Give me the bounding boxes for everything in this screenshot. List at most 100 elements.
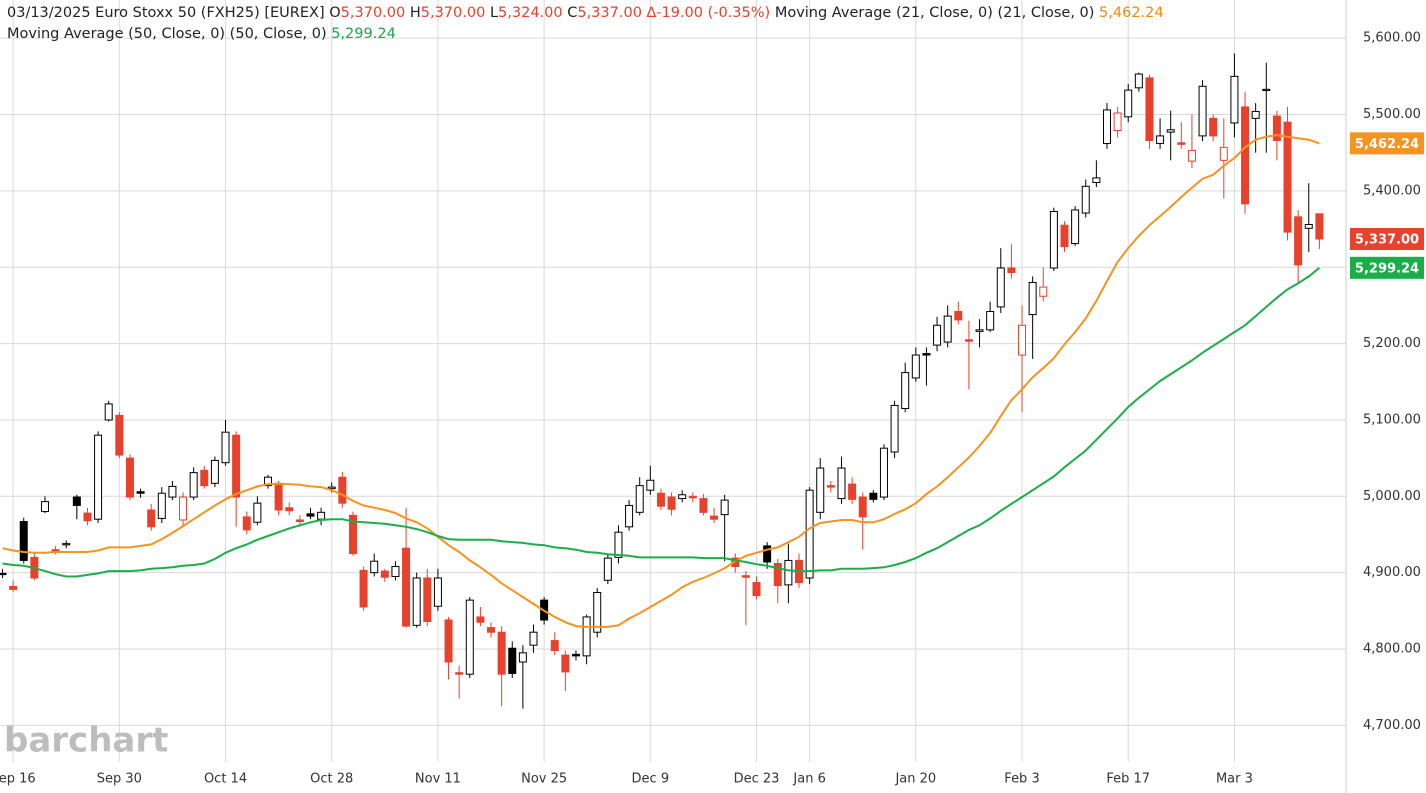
candle-body <box>497 631 506 675</box>
candle-body <box>1177 142 1186 145</box>
candle-body <box>1071 209 1080 245</box>
candle-body <box>1028 282 1037 316</box>
candle-body <box>210 459 219 484</box>
y-tick-label: 5,100.00 <box>1363 412 1421 427</box>
candle-body <box>9 585 18 590</box>
header-title: 03/13/2025 Euro Stoxx 50 (FXH25) [EUREX] <box>7 5 325 21</box>
candle-body <box>996 267 1005 308</box>
candle-body <box>253 502 262 523</box>
x-tick-label: Feb 3 <box>1004 772 1039 787</box>
candle-body <box>773 562 782 587</box>
candle-body <box>922 353 931 356</box>
candle-body <box>614 531 623 558</box>
candle-body <box>688 495 697 499</box>
candle-body <box>115 414 124 456</box>
candle-body <box>274 482 283 511</box>
candle-body <box>901 372 910 409</box>
ohlc-value: 5,324.00 <box>498 5 563 21</box>
candle-body <box>943 315 952 343</box>
candle-body <box>232 434 241 498</box>
candle-body <box>964 339 973 342</box>
ma-line <box>2 267 1321 578</box>
y-tick-label: 5,400.00 <box>1363 183 1421 198</box>
candle-body <box>380 570 389 578</box>
candle-body <box>370 560 379 574</box>
candle-body <box>1219 146 1228 161</box>
candle-body <box>1166 129 1175 133</box>
candle-body <box>1124 89 1133 118</box>
candle-body <box>455 672 464 675</box>
legend-name: Moving Average (21, Close, 0) (21, Close… <box>774 5 1095 21</box>
y-tick-label: 4,900.00 <box>1363 565 1421 580</box>
candle-body <box>848 483 857 500</box>
candle-body <box>890 404 899 453</box>
candle-body <box>476 616 485 623</box>
candle-body <box>699 498 708 513</box>
y-tick-label: 5,000.00 <box>1363 489 1421 504</box>
candle-body <box>465 599 474 675</box>
price-tag <box>1350 132 1424 155</box>
candle-body <box>635 485 644 513</box>
x-tick-label: Nov 25 <box>521 772 567 787</box>
candle-body <box>837 467 846 500</box>
x-tick-label: Oct 28 <box>310 772 353 787</box>
ohlc-value: 5,337.00 <box>577 5 642 21</box>
candle-body <box>986 311 995 331</box>
candle-body <box>656 492 665 507</box>
x-tick-label: Sep 30 <box>97 772 142 787</box>
ohlc-key: H <box>409 5 421 21</box>
candle-body <box>805 489 814 579</box>
candle-body <box>1145 77 1154 141</box>
price-tag-label: 5,299.24 <box>1355 261 1419 276</box>
x-tick-label: Dec 23 <box>734 772 780 787</box>
candle-body <box>433 577 442 607</box>
candle-body <box>242 516 251 531</box>
ohlc-value: 5,370.00 <box>340 5 406 21</box>
candle-body <box>975 329 984 332</box>
x-tick-label: Sep 16 <box>0 772 36 787</box>
candle-body <box>189 472 198 498</box>
legend-name: Moving Average (50, Close, 0) (50, Close… <box>7 26 327 42</box>
candle-body <box>221 431 230 464</box>
ohlc-key: C <box>567 5 578 21</box>
y-tick-label: 4,800.00 <box>1363 641 1421 656</box>
y-tick-label: 4,700.00 <box>1363 718 1421 733</box>
candle-body <box>83 512 92 522</box>
candle-body <box>1007 267 1016 274</box>
candle-body <box>741 575 750 578</box>
candle-body <box>1134 73 1143 89</box>
candle-body <box>1241 106 1250 205</box>
candle-body <box>295 519 304 522</box>
candle-body <box>147 509 156 528</box>
candle-body <box>94 434 103 520</box>
price-tag <box>1350 227 1424 250</box>
candle-body <box>338 476 347 504</box>
candle-body <box>720 499 729 516</box>
candle-body <box>306 513 315 517</box>
candle-body <box>1060 224 1069 248</box>
header-line: 03/13/2025 Euro Stoxx 50 (FXH25) [EUREX]… <box>7 3 1164 24</box>
price-tag-label: 5,337.00 <box>1355 232 1419 247</box>
candle-body <box>1272 115 1281 141</box>
price-tag <box>1350 256 1424 279</box>
candle-body <box>571 653 580 657</box>
candle-body <box>1018 324 1027 356</box>
grid <box>0 0 1346 762</box>
legend-value: 5,462.24 <box>1099 5 1164 21</box>
candle-body <box>508 647 517 674</box>
candle-body <box>625 504 634 528</box>
candle-body <box>678 494 687 500</box>
candle-body <box>1209 117 1218 137</box>
candles <box>0 53 1324 709</box>
candle-body <box>1283 121 1292 233</box>
candle-body <box>593 591 602 633</box>
y-tick-label: 5,500.00 <box>1363 107 1421 122</box>
y-tick-label: 5,200.00 <box>1363 336 1421 351</box>
x-tick-label: Jan 20 <box>894 772 936 787</box>
candle-body <box>784 559 793 586</box>
candle-body <box>1294 216 1303 266</box>
candle-body <box>529 631 538 646</box>
candle-body <box>763 545 772 563</box>
watermark: barchart <box>4 721 168 761</box>
